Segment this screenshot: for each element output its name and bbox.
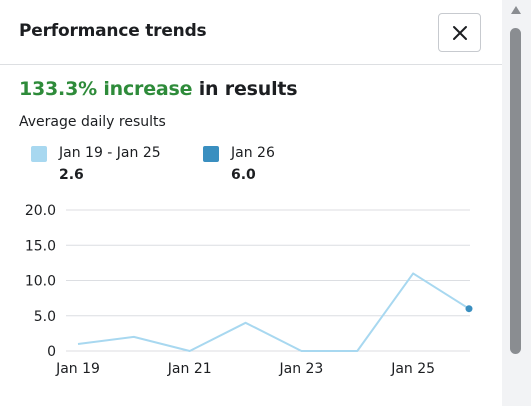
panel-title: Performance trends bbox=[19, 21, 207, 41]
y-tick-label: 15.0 bbox=[25, 238, 56, 254]
close-button[interactable] bbox=[438, 13, 481, 52]
line-chart: 0 5.0 10.0 15.0 20.0 Jan 19 Jan 21 Jan 23 Jan 25 bbox=[25, 203, 473, 377]
chart-subtitle: Average daily results bbox=[19, 114, 166, 130]
headline-rest: in results bbox=[192, 78, 298, 100]
x-tick-label: Jan 23 bbox=[278, 361, 323, 377]
scrollbar[interactable] bbox=[502, 0, 531, 406]
legend-label: Jan 26 bbox=[231, 145, 275, 161]
x-tick-label: Jan 21 bbox=[167, 361, 212, 377]
legend-swatch bbox=[31, 146, 47, 162]
legend-value: 2.6 bbox=[59, 167, 84, 183]
panel-header: Performance trends bbox=[0, 0, 502, 65]
scrollbar-thumb[interactable] bbox=[510, 28, 521, 354]
chevron-up-icon[interactable] bbox=[511, 6, 521, 14]
y-tick-label: 0 bbox=[47, 344, 56, 360]
y-tick-label: 5.0 bbox=[34, 309, 56, 325]
x-tick-label: Jan 25 bbox=[390, 361, 435, 377]
close-icon bbox=[453, 26, 467, 40]
results-headline: 133.3% increase in results bbox=[19, 78, 298, 100]
series-line bbox=[77, 272, 470, 352]
data-point bbox=[465, 305, 473, 313]
increase-text: 133.3% increase bbox=[19, 78, 193, 100]
legend-value: 6.0 bbox=[231, 167, 256, 183]
y-tick-label: 10.0 bbox=[25, 274, 56, 290]
legend-swatch bbox=[203, 146, 219, 162]
x-tick-label: Jan 19 bbox=[55, 361, 100, 377]
performance-trends-panel: Performance trends 133.3% increase in re… bbox=[0, 0, 503, 406]
y-tick-label: 20.0 bbox=[25, 203, 56, 219]
legend-label: Jan 19 - Jan 25 bbox=[59, 145, 161, 161]
